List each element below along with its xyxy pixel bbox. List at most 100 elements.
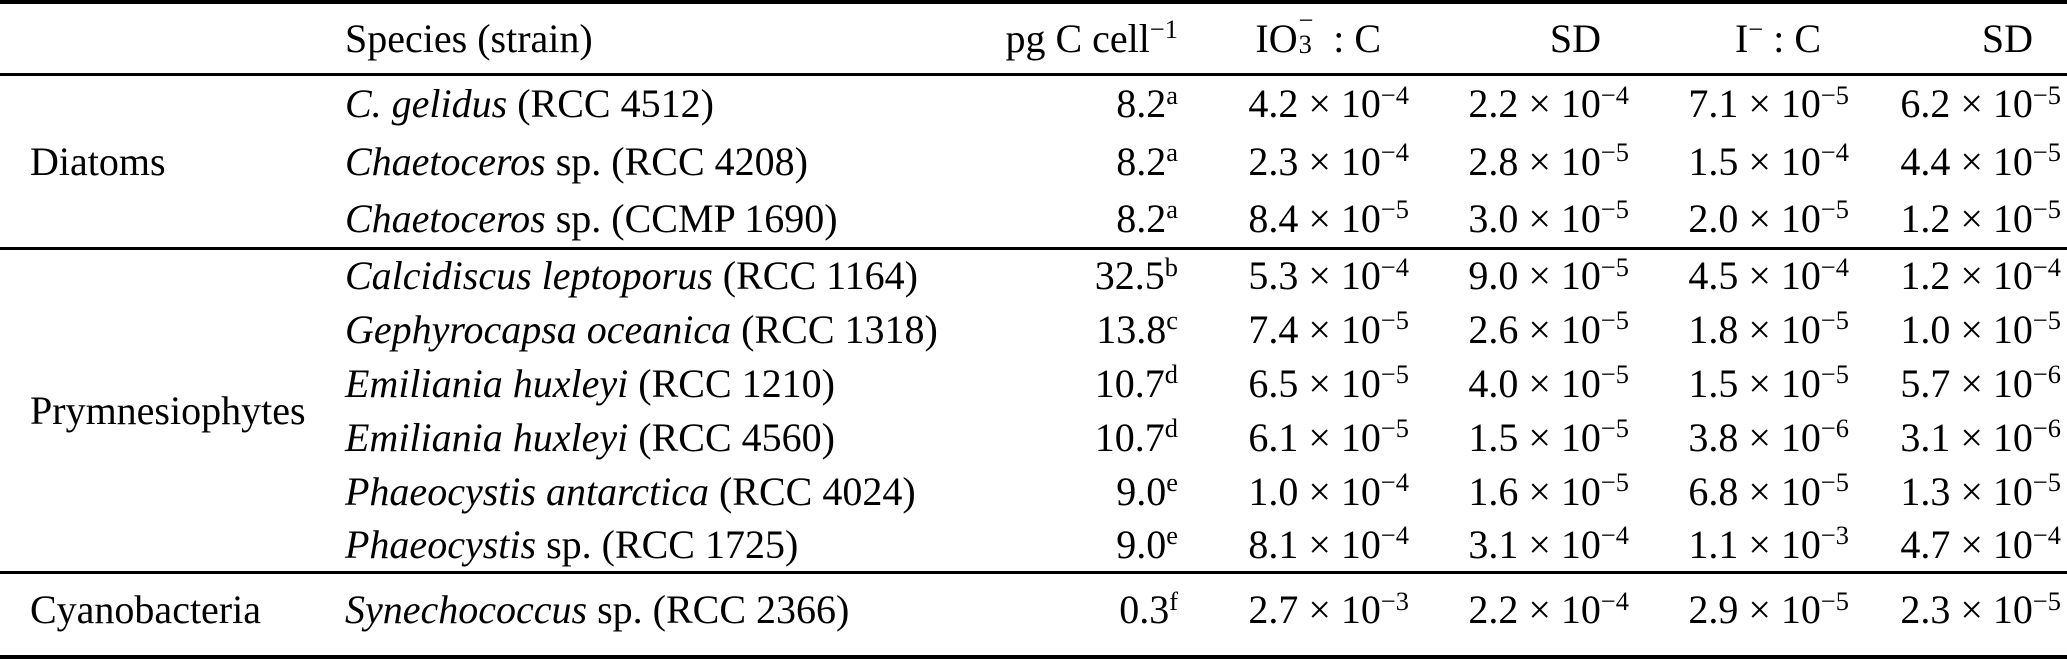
exponent: −5 <box>1820 304 1849 335</box>
io3-c-sd: 2.2 × 10−4 <box>1468 79 1629 127</box>
exponent: −5 <box>2032 136 2061 167</box>
species-name: Emiliania huxleyi (RCC 4560) <box>345 414 835 460</box>
table-header: Species (strain) pg C cell−1 IO −3 : C SD… <box>0 4 2067 74</box>
group-cyanobacteria: Cyanobacteria Synechococcus sp. (RCC 2366… <box>0 572 2067 646</box>
exponent: −5 <box>1600 466 1629 497</box>
i-c-ratio: 1.1 × 10−3 <box>1688 520 1849 567</box>
exponent: −5 <box>1600 251 1629 282</box>
io3-c-ratio: 2.3 × 10−4 <box>1248 136 1409 184</box>
i-c-ratio: 1.5 × 10−5 <box>1688 358 1849 406</box>
exponent: −5 <box>2032 79 2061 110</box>
species-name: Phaeocystis sp. (RCC 1725) <box>345 521 799 567</box>
table-row: Cyanobacteria Synechococcus sp. (RCC 2366… <box>0 572 2067 646</box>
species-name: Chaetoceros sp. (RCC 4208) <box>345 138 808 184</box>
exponent: −3 <box>1380 585 1409 616</box>
header-row: Species (strain) pg C cell−1 IO −3 : C SD… <box>0 4 2067 74</box>
exponent: −5 <box>1820 466 1849 497</box>
footnote-marker: e <box>1166 466 1178 497</box>
io3-ratio-c: : C <box>1323 15 1381 61</box>
pg-c-per-cell-value: 8.2a <box>1116 79 1178 127</box>
footnote-marker: f <box>1169 585 1178 616</box>
species-name: C. gelidus (RCC 4512) <box>345 81 714 127</box>
exponent: −4 <box>1380 79 1409 110</box>
iodide-header-base: I <box>1734 15 1749 61</box>
i-c-ratio: 3.8 × 10−6 <box>1688 412 1849 460</box>
group-label: Cyanobacteria <box>30 587 261 633</box>
io3-c-sd: 2.6 × 10−5 <box>1468 304 1629 352</box>
footnote-marker: a <box>1166 79 1178 110</box>
exponent: −6 <box>2032 358 2061 389</box>
species-latin-name: Chaetoceros <box>345 138 546 184</box>
species-latin-name: Chaetoceros <box>345 195 546 241</box>
exponent: −5 <box>1820 194 1849 225</box>
i-c-ratio: 4.5 × 10−4 <box>1688 251 1849 299</box>
footnote-marker: e <box>1166 520 1178 551</box>
i-c-sd: 3.1 × 10−6 <box>1900 412 2061 460</box>
col-header-pg-c-per-cell: pg C cell−1 <box>940 4 1190 74</box>
footnote-marker: c <box>1166 304 1178 335</box>
table-row: Emiliania huxleyi (RCC 1210) 10.7d 6.5 × 1… <box>0 356 2067 410</box>
table-row: Chaetoceros sp. (RCC 4208) 8.2a 2.3 × 10−4… <box>0 132 2067 190</box>
species-name: Synechococcus sp. (RCC 2366) <box>345 587 850 633</box>
exponent: −4 <box>1380 251 1409 282</box>
i-c-sd: 1.3 × 10−5 <box>1900 466 2061 514</box>
footnote-marker: d <box>1164 358 1178 389</box>
species-name: Gephyrocapsa oceanica (RCC 1318) <box>345 306 938 352</box>
species-header-label: Species (strain) <box>345 15 593 61</box>
pg-c-per-cell-value: 10.7d <box>1094 358 1178 406</box>
io3-c-sd: 1.5 × 10−5 <box>1468 412 1629 460</box>
io3-charge: − <box>1298 4 1314 35</box>
pg-c-per-cell-value: 9.0e <box>1116 520 1178 567</box>
exponent: −5 <box>2032 304 2061 335</box>
io3-c-ratio: 6.1 × 10−5 <box>1248 412 1409 460</box>
exponent: −4 <box>1380 466 1409 497</box>
exponent: −4 <box>1600 79 1629 110</box>
col-header-io3-to-c: IO −3 : C <box>1190 4 1415 74</box>
col-header-group <box>0 4 315 74</box>
exponent: −4 <box>2032 251 2061 282</box>
sd2-header-label: SD <box>1981 15 2033 61</box>
exponent: −5 <box>1820 79 1849 110</box>
exponent: −5 <box>1380 194 1409 225</box>
footnote-marker: b <box>1164 251 1178 282</box>
io3-c-ratio: 4.2 × 10−4 <box>1248 79 1409 127</box>
col-header-i-to-c: I− : C <box>1635 4 1855 74</box>
exponent: −5 <box>1380 304 1409 335</box>
species-latin-name: Phaeocystis antarctica <box>345 468 709 514</box>
i-c-ratio: 1.8 × 10−5 <box>1688 304 1849 352</box>
io3-c-sd: 3.0 × 10−5 <box>1468 194 1629 241</box>
exponent: −6 <box>1820 412 1849 443</box>
species-latin-name: Calcidiscus leptoporus <box>345 253 713 299</box>
species-latin-name: Gephyrocapsa oceanica <box>345 306 732 352</box>
io3-c-ratio: 8.4 × 10−5 <box>1248 194 1409 241</box>
io3-c-sd: 4.0 × 10−5 <box>1468 358 1629 406</box>
table-row: Emiliania huxleyi (RCC 4560) 10.7d 6.1 × 1… <box>0 410 2067 464</box>
exponent: −4 <box>1600 585 1629 616</box>
io3-subscript: 3 <box>1298 29 1312 60</box>
group-label: Prymnesiophytes <box>30 387 306 433</box>
io3-c-sd: 2.2 × 10−4 <box>1468 585 1629 633</box>
col-header-sd-io3: SD <box>1415 4 1635 74</box>
pg-c-per-cell-value: 8.2a <box>1116 194 1178 241</box>
exponent: −5 <box>2032 585 2061 616</box>
table-row: Chaetoceros sp. (CCMP 1690) 8.2a 8.4 × 10−… <box>0 190 2067 248</box>
col-header-sd-i: SD <box>1855 4 2067 74</box>
io3-c-sd: 3.1 × 10−4 <box>1468 520 1629 567</box>
pg-c-per-cell-value: 10.7d <box>1094 412 1178 460</box>
io3-c-ratio: 1.0 × 10−4 <box>1248 466 1409 514</box>
exponent: −5 <box>1380 358 1409 389</box>
i-c-sd: 6.2 × 10−5 <box>1900 79 2061 127</box>
io3-c-sd: 2.8 × 10−5 <box>1468 136 1629 184</box>
exponent: −6 <box>2032 412 2061 443</box>
io3-c-ratio: 5.3 × 10−4 <box>1248 251 1409 299</box>
ratios-table: Species (strain) pg C cell−1 IO −3 : C SD… <box>0 4 2067 646</box>
col-header-species: Species (strain) <box>315 4 940 74</box>
io3-c-ratio: 6.5 × 10−5 <box>1248 358 1409 406</box>
exponent: −4 <box>1820 251 1849 282</box>
species-latin-name: C. gelidus <box>345 81 508 127</box>
species-latin-name: Emiliania huxleyi <box>345 414 629 460</box>
pg-c-per-cell-value: 32.5b <box>1094 251 1178 299</box>
exponent: −5 <box>1820 585 1849 616</box>
exponent: −5 <box>1600 412 1629 443</box>
sd1-header-label: SD <box>1549 15 1601 61</box>
